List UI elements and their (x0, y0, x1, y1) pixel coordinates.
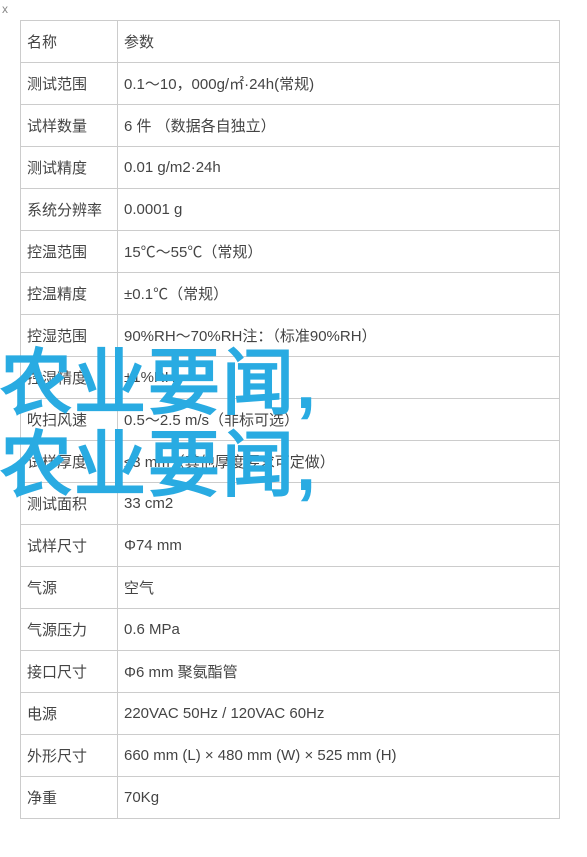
table-row: 测试精度0.01 g/m2·24h (21, 147, 560, 189)
row-value: 15℃～55℃（常规） (118, 231, 560, 273)
row-label: 测试精度 (21, 147, 118, 189)
table-header-row: 名称 参数 (21, 21, 560, 63)
row-label: 气源压力 (21, 609, 118, 651)
table-row: 电源220VAC 50Hz / 120VAC 60Hz (21, 693, 560, 735)
row-value: 6 件 （数据各自独立） (118, 105, 560, 147)
row-value: 0.1～10，000g/㎡·24h(常规) (118, 63, 560, 105)
row-label: 控温精度 (21, 273, 118, 315)
table-row: 外形尺寸660 mm (L) × 480 mm (W) × 525 mm (H) (21, 735, 560, 777)
row-value: ±0.1℃（常规） (118, 273, 560, 315)
row-label: 吹扫风速 (21, 399, 118, 441)
row-value: 70Kg (118, 777, 560, 819)
row-value: 0.6 MPa (118, 609, 560, 651)
table-row: 控温范围15℃～55℃（常规） (21, 231, 560, 273)
table-row: 吹扫风速0.5～2.5 m/s（非标可选） (21, 399, 560, 441)
row-label: 接口尺寸 (21, 651, 118, 693)
row-value: 0.01 g/m2·24h (118, 147, 560, 189)
table-row: 测试面积33 cm2 (21, 483, 560, 525)
specs-table: 名称 参数 测试范围0.1～10，000g/㎡·24h(常规) 试样数量6 件 … (20, 20, 560, 819)
row-label: 系统分辨率 (21, 189, 118, 231)
row-label: 试样数量 (21, 105, 118, 147)
table-row: 控湿精度±1%RH (21, 357, 560, 399)
row-label: 净重 (21, 777, 118, 819)
row-value: 660 mm (L) × 480 mm (W) × 525 mm (H) (118, 735, 560, 777)
row-value: 33 cm2 (118, 483, 560, 525)
row-value: Φ74 mm (118, 525, 560, 567)
header-value: 参数 (118, 21, 560, 63)
header-label: 名称 (21, 21, 118, 63)
row-value: Φ6 mm 聚氨酯管 (118, 651, 560, 693)
row-label: 试样尺寸 (21, 525, 118, 567)
row-label: 控湿精度 (21, 357, 118, 399)
corner-mark: x (2, 2, 8, 16)
row-value: 0.0001 g (118, 189, 560, 231)
row-label: 控湿范围 (21, 315, 118, 357)
table-row: 气源空气 (21, 567, 560, 609)
row-label: 控温范围 (21, 231, 118, 273)
row-value: 空气 (118, 567, 560, 609)
row-label: 测试面积 (21, 483, 118, 525)
row-value: ≤3 mm（其他厚度要求可定做） (118, 441, 560, 483)
table-row: 试样数量6 件 （数据各自独立） (21, 105, 560, 147)
table-row: 净重70Kg (21, 777, 560, 819)
row-label: 电源 (21, 693, 118, 735)
table-row: 控温精度±0.1℃（常规） (21, 273, 560, 315)
row-label: 试样厚度 (21, 441, 118, 483)
table-row: 测试范围0.1～10，000g/㎡·24h(常规) (21, 63, 560, 105)
table-row: 系统分辨率0.0001 g (21, 189, 560, 231)
row-label: 测试范围 (21, 63, 118, 105)
table-row: 气源压力0.6 MPa (21, 609, 560, 651)
row-value: ±1%RH (118, 357, 560, 399)
row-value: 0.5～2.5 m/s（非标可选） (118, 399, 560, 441)
table-row: 控湿范围90%RH～70%RH注：（标准90%RH） (21, 315, 560, 357)
row-value: 90%RH～70%RH注：（标准90%RH） (118, 315, 560, 357)
table-row: 试样厚度≤3 mm（其他厚度要求可定做） (21, 441, 560, 483)
row-label: 外形尺寸 (21, 735, 118, 777)
table-row: 接口尺寸Φ6 mm 聚氨酯管 (21, 651, 560, 693)
table-row: 试样尺寸Φ74 mm (21, 525, 560, 567)
row-label: 气源 (21, 567, 118, 609)
row-value: 220VAC 50Hz / 120VAC 60Hz (118, 693, 560, 735)
